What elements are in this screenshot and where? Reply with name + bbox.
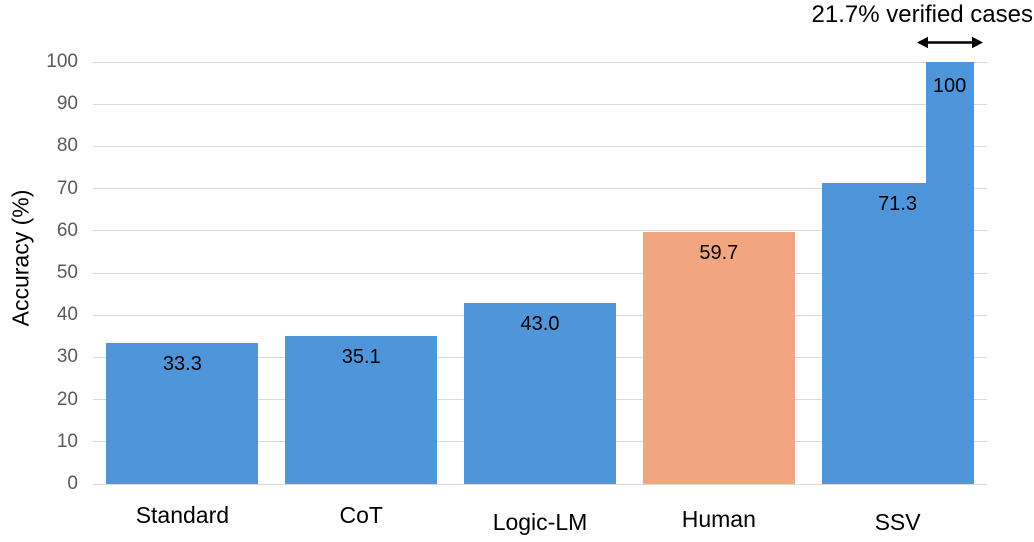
x-axis-label-human: Human bbox=[681, 506, 756, 532]
bar-value-label: 100 bbox=[932, 75, 967, 97]
double-arrow-icon bbox=[917, 36, 983, 49]
y-tick-label: 60 bbox=[56, 219, 78, 241]
bar-value-label: 59.7 bbox=[699, 242, 739, 265]
bar-value-label: 35.1 bbox=[341, 345, 381, 368]
y-tick-label: 100 bbox=[46, 51, 78, 72]
y-tick-label: 70 bbox=[56, 177, 78, 199]
bar-logic-lm: 43.0 bbox=[464, 302, 616, 484]
y-tick-label: 80 bbox=[56, 135, 78, 157]
y-tick-label: 50 bbox=[56, 262, 78, 283]
bar-value-label: 33.3 bbox=[162, 353, 202, 376]
gridline bbox=[93, 272, 987, 274]
bar-value-label: 71.3 bbox=[878, 193, 918, 216]
bar-cot: 35.1 bbox=[285, 335, 438, 484]
bar-standard: 33.3 bbox=[106, 343, 259, 484]
y-tick-label: 0 bbox=[67, 473, 78, 494]
x-axis-label-logic-lm: Logic-LM bbox=[492, 509, 588, 535]
y-tick-label: 90 bbox=[56, 93, 78, 115]
gridline bbox=[93, 61, 987, 63]
plot-area: 33.3 35.1 43.0 59.7 71.3 100 bbox=[93, 61, 987, 485]
x-axis-label-ssv: SSV bbox=[874, 509, 921, 535]
bar-human: 59.7 bbox=[642, 232, 795, 484]
bar-value-label: 43.0 bbox=[520, 312, 560, 335]
y-tick-label: 40 bbox=[56, 304, 78, 326]
y-tick-label: 20 bbox=[56, 388, 78, 410]
x-axis-label-standard: Standard bbox=[135, 502, 230, 528]
gridline bbox=[93, 483, 987, 485]
y-tick-label: 30 bbox=[56, 346, 78, 368]
x-axis-label-cot: CoT bbox=[339, 502, 383, 528]
y-tick-label: 10 bbox=[56, 430, 78, 452]
gridline bbox=[93, 103, 987, 105]
gridline bbox=[93, 145, 987, 147]
gridline bbox=[93, 230, 987, 232]
bar-ssv-verified-subset: 100 bbox=[925, 62, 974, 484]
gridline bbox=[93, 188, 987, 190]
annotation-text: 21.7% verified cases bbox=[811, 1, 1033, 28]
